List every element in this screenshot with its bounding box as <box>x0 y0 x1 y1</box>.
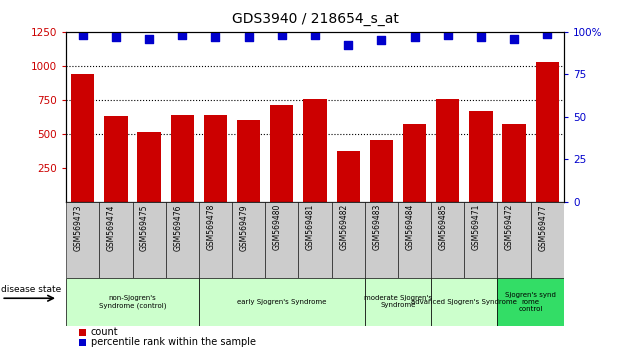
Point <box>509 36 519 41</box>
Text: GSM569471: GSM569471 <box>472 204 481 250</box>
Point <box>111 34 121 40</box>
Bar <box>431 202 464 278</box>
Bar <box>436 99 459 202</box>
Text: GSM569482: GSM569482 <box>339 204 348 250</box>
Bar <box>137 132 161 202</box>
Text: disease state: disease state <box>1 285 62 294</box>
Text: GSM569480: GSM569480 <box>273 204 282 250</box>
Bar <box>304 99 326 202</box>
Bar <box>498 278 564 326</box>
Point <box>476 34 486 40</box>
Bar <box>66 202 100 278</box>
Bar <box>199 278 365 326</box>
Text: moderate Sjogren's
Syndrome: moderate Sjogren's Syndrome <box>364 295 432 308</box>
Point <box>244 34 254 40</box>
Bar <box>530 202 564 278</box>
Text: advanced Sjogren's Syndrome: advanced Sjogren's Syndrome <box>411 299 517 305</box>
Text: GSM569473: GSM569473 <box>74 204 83 251</box>
Bar <box>204 115 227 202</box>
Bar <box>370 140 393 202</box>
Bar <box>403 124 426 202</box>
Point <box>77 33 88 38</box>
Text: early Sjogren's Syndrome: early Sjogren's Syndrome <box>237 299 326 305</box>
Bar <box>270 104 294 202</box>
Point <box>277 33 287 38</box>
Bar <box>498 202 530 278</box>
Bar <box>503 124 525 202</box>
Point <box>542 31 553 36</box>
Text: count: count <box>91 327 118 337</box>
Bar <box>71 74 94 202</box>
Point <box>443 33 453 38</box>
Bar <box>336 151 360 202</box>
Bar <box>464 202 498 278</box>
Bar <box>365 278 431 326</box>
Point <box>210 34 220 40</box>
Bar <box>105 116 127 202</box>
Bar <box>171 115 194 202</box>
Bar <box>265 202 299 278</box>
Bar <box>365 202 398 278</box>
Bar <box>237 120 260 202</box>
Text: GSM569484: GSM569484 <box>406 204 415 250</box>
Bar <box>536 62 559 202</box>
Bar <box>398 202 431 278</box>
Bar <box>166 202 199 278</box>
Text: Sjogren's synd
rome
control: Sjogren's synd rome control <box>505 292 556 312</box>
Point <box>410 34 420 40</box>
Point <box>343 42 353 48</box>
Text: GSM569475: GSM569475 <box>140 204 149 251</box>
Text: GDS3940 / 218654_s_at: GDS3940 / 218654_s_at <box>232 12 398 27</box>
Bar <box>232 202 265 278</box>
Point <box>177 33 187 38</box>
Bar <box>431 278 498 326</box>
Bar <box>331 202 365 278</box>
Text: GSM569483: GSM569483 <box>372 204 381 250</box>
Text: percentile rank within the sample: percentile rank within the sample <box>91 337 256 347</box>
Text: GSM569478: GSM569478 <box>207 204 215 250</box>
Text: GSM569476: GSM569476 <box>173 204 182 251</box>
Bar <box>100 202 132 278</box>
Text: non-Sjogren's
Syndrome (control): non-Sjogren's Syndrome (control) <box>99 295 166 309</box>
Text: GSM569477: GSM569477 <box>538 204 547 251</box>
Text: GSM569474: GSM569474 <box>107 204 116 251</box>
Text: GSM569481: GSM569481 <box>306 204 315 250</box>
Point <box>310 33 320 38</box>
Bar <box>299 202 331 278</box>
Point <box>144 36 154 41</box>
Text: GSM569479: GSM569479 <box>239 204 249 251</box>
Bar <box>199 202 232 278</box>
Bar <box>469 111 493 202</box>
Bar <box>66 278 199 326</box>
Text: GSM569472: GSM569472 <box>505 204 514 250</box>
Bar <box>132 202 166 278</box>
Text: GSM569485: GSM569485 <box>438 204 448 250</box>
Point <box>376 38 386 43</box>
